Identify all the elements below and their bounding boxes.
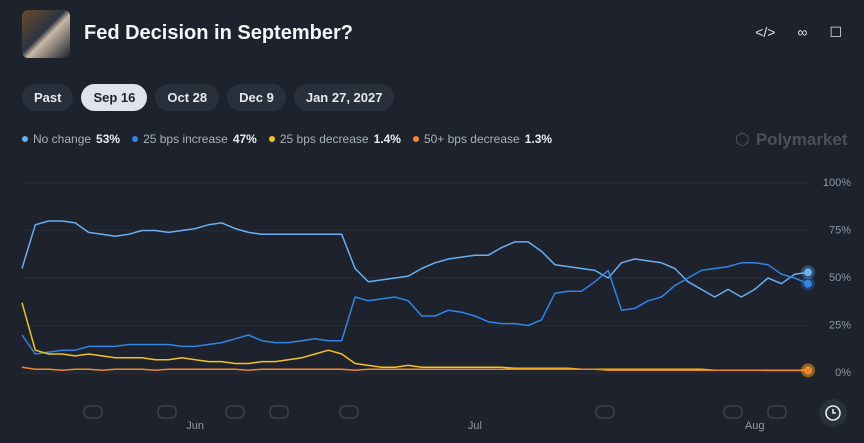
legend-value: 47% (232, 132, 257, 146)
date-tabs: Past Sep 16 Oct 28 Dec 9 Jan 27, 2027 (22, 84, 395, 111)
date-tab[interactable]: Jan 27, 2027 (293, 84, 395, 111)
y-tick-label: 25% (829, 319, 851, 331)
legend-name: No change (33, 132, 92, 146)
x-tick-label: Jul (468, 420, 482, 432)
legend: No change 53% 25 bps increase 47% 25 bps dec… (22, 132, 552, 146)
legend-name: 25 bps decrease (279, 132, 369, 146)
embed-button[interactable]: </> (755, 24, 776, 40)
legend-item[interactable]: No change 53% (22, 132, 120, 146)
legend-name: 25 bps increase (143, 132, 228, 146)
y-tick-label: 0% (835, 367, 851, 379)
current-dot (804, 279, 812, 288)
legend-swatch (22, 136, 28, 142)
series-line (21, 262, 809, 355)
series-line (21, 302, 808, 372)
legend-swatch (412, 136, 419, 142)
y-tick-label: 50% (829, 272, 851, 284)
series-line (21, 366, 808, 372)
link-button[interactable]: ∞ (797, 24, 808, 40)
bookmark-button[interactable]: ☐ (829, 24, 842, 40)
watermark-text: Polymarket (755, 130, 848, 149)
date-tab[interactable]: Dec 9 (227, 84, 286, 111)
legend-item[interactable]: 25 bps decrease 1.4% (268, 132, 401, 146)
date-tab[interactable]: Past (22, 84, 74, 111)
legend-name: 50+ bps decrease (423, 132, 520, 146)
legend-item[interactable]: 50+ bps decrease 1.3% (412, 132, 553, 146)
legend-swatch (268, 136, 275, 142)
x-tick-label: Jun (186, 420, 204, 432)
clock-button[interactable] (819, 399, 847, 427)
watermark: ⬡ Polymarket (735, 130, 848, 150)
series-line (21, 220, 809, 298)
market-title: Fed Decision in September? (84, 22, 353, 44)
legend-value: 53% (96, 132, 121, 146)
chart: 0% 25% 50% 75% 100% Jun Jul Aug (21, 177, 851, 432)
legend-value: 1.4% (373, 132, 401, 146)
date-tab[interactable]: Oct 28 (155, 84, 220, 111)
y-tick-label: 100% (823, 177, 851, 189)
market-image (22, 10, 70, 58)
legend-swatch (132, 136, 139, 142)
scrubber (83, 405, 787, 419)
current-dot (804, 268, 812, 277)
y-tick-label: 75% (829, 224, 851, 236)
legend-item[interactable]: 25 bps increase 47% (132, 132, 257, 146)
watermark-icon: ⬡ (735, 130, 750, 149)
toolbar: </> ∞ ☐ (755, 24, 842, 41)
date-tab[interactable]: Sep 16 (81, 84, 148, 111)
legend-value: 1.3% (524, 132, 553, 146)
x-tick-label: Aug (745, 420, 765, 432)
current-dot (804, 366, 812, 375)
